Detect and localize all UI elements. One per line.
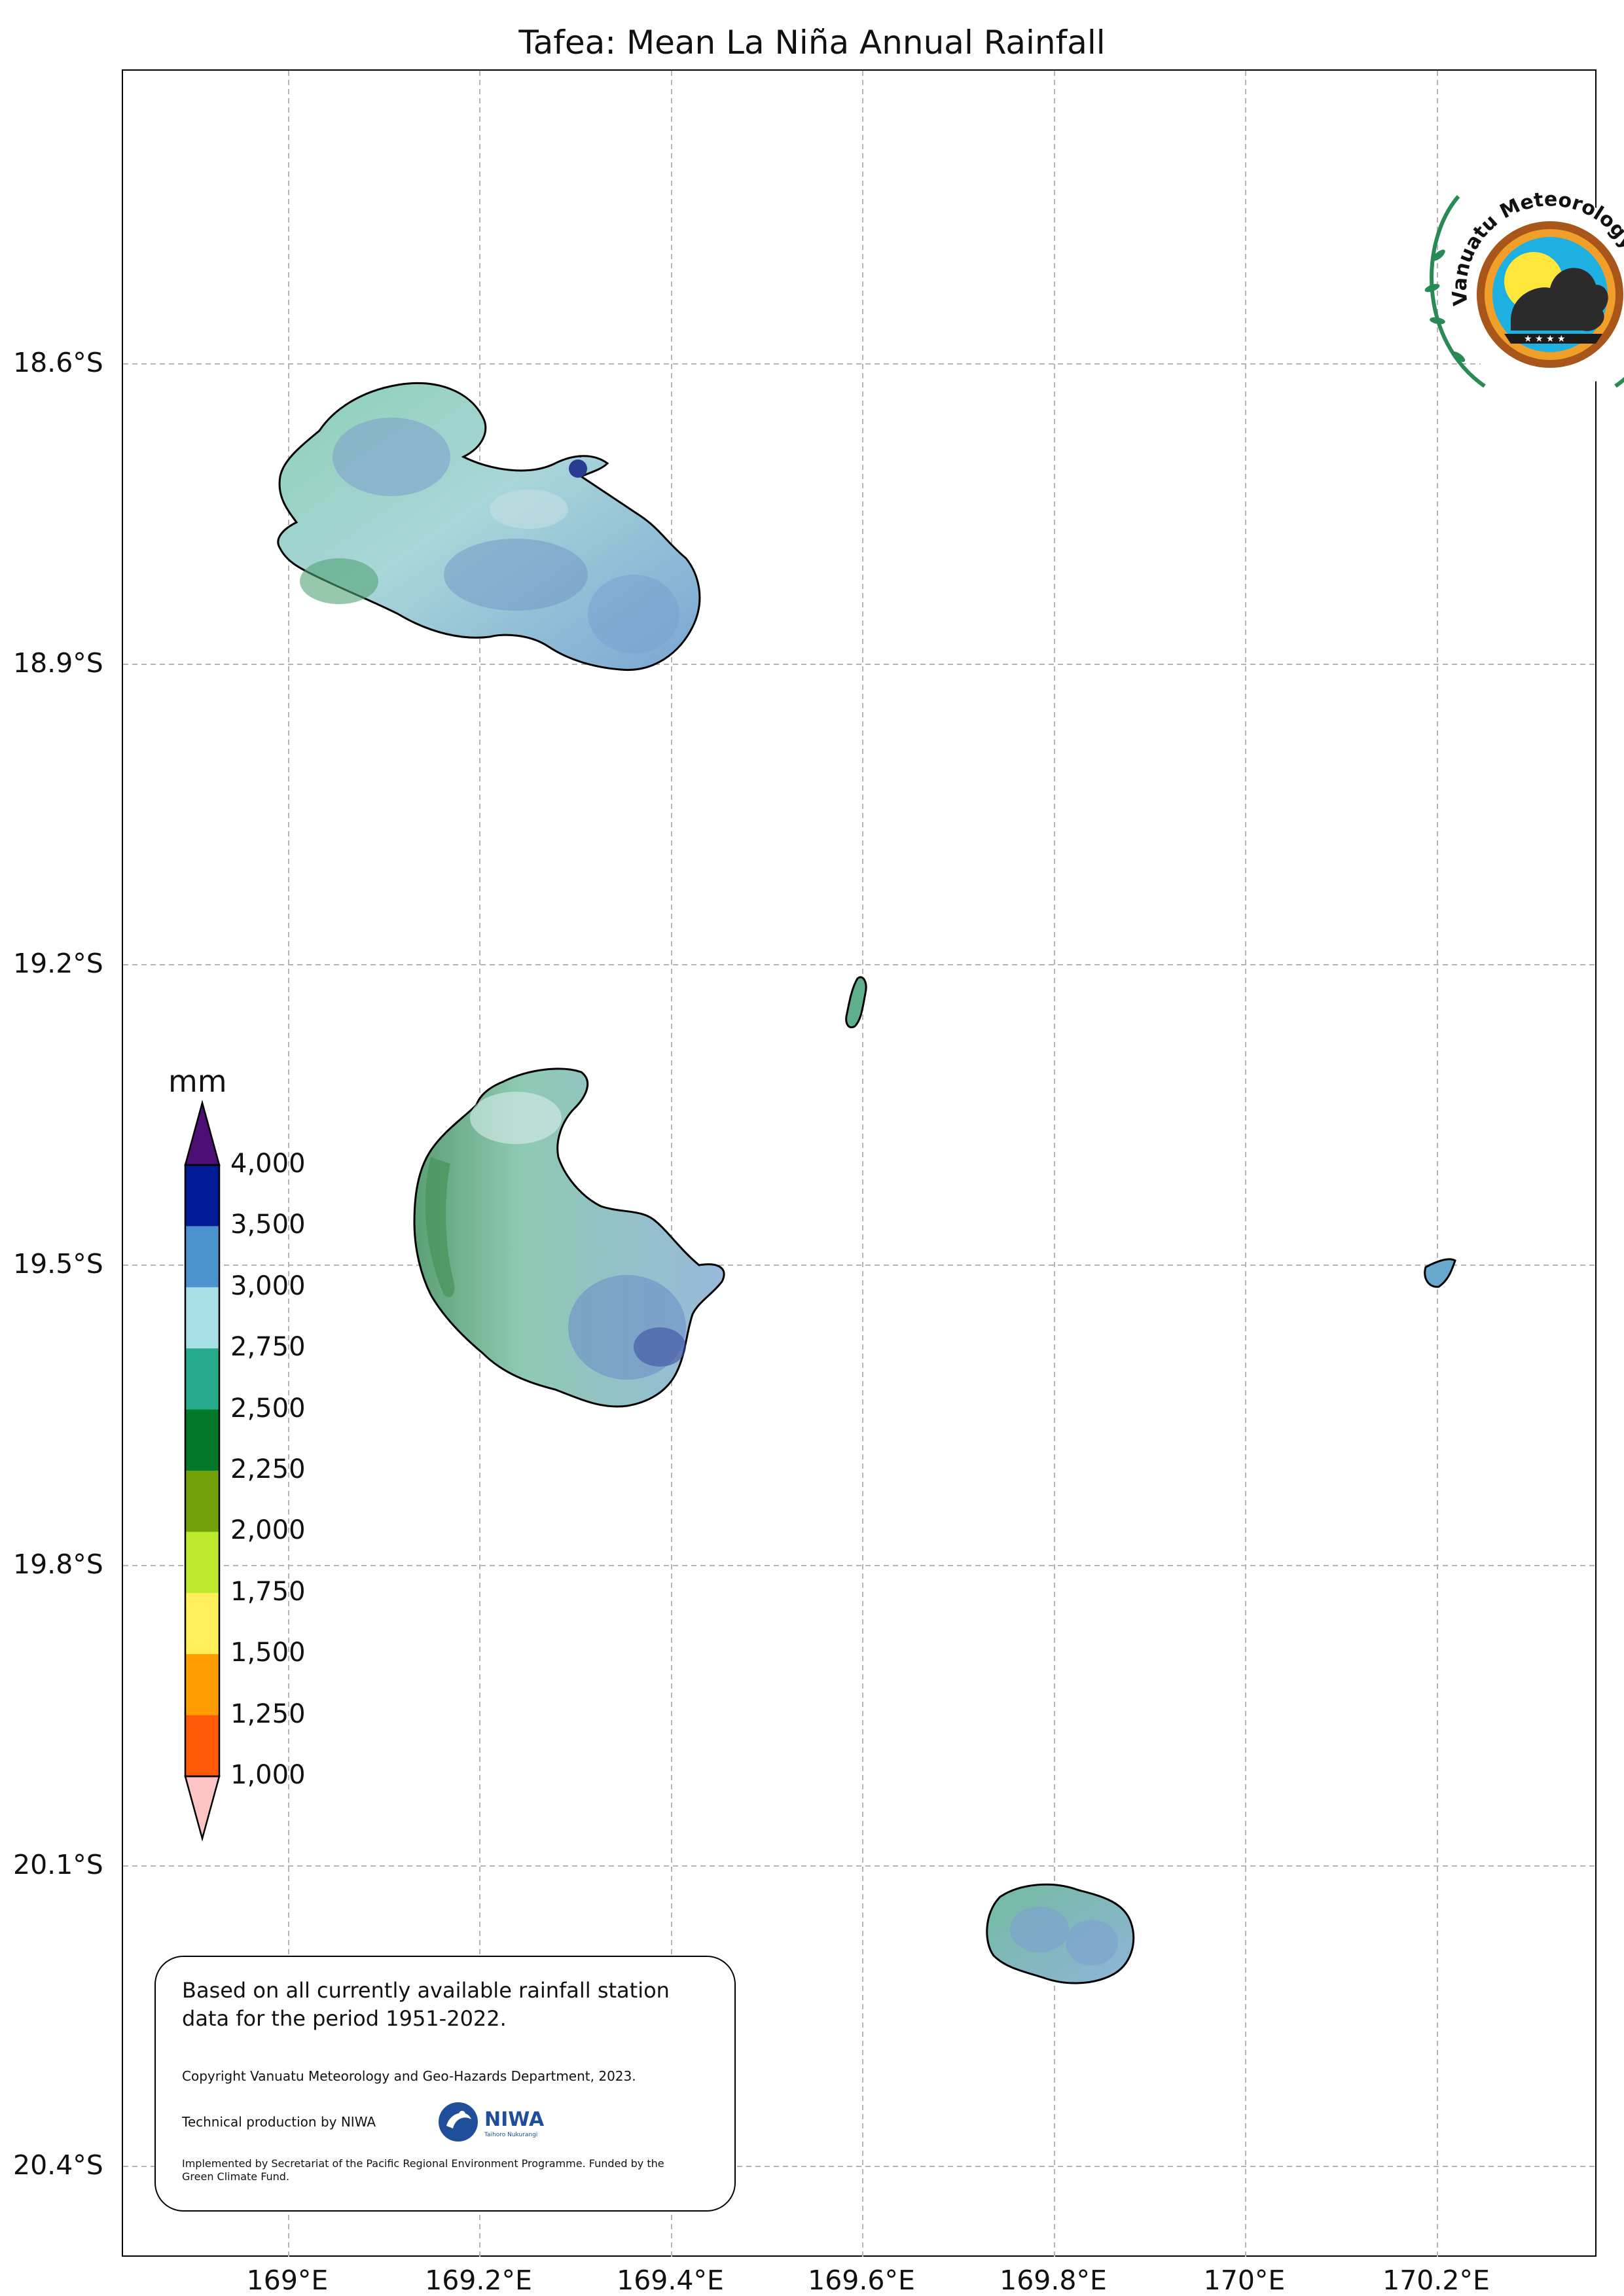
colorbar-band: [185, 1471, 219, 1532]
note-technical: Technical production by NIWA: [182, 2114, 376, 2130]
map-canvas: [123, 71, 1598, 2258]
colorbar-band: [185, 1532, 219, 1594]
lon-label-169-2: 169.2°E: [425, 2265, 532, 2296]
note-copyright: Copyright Vanuatu Meteorology and Geo-Ha…: [182, 2068, 636, 2084]
map-title: Tafea: Mean La Niña Annual Rainfall: [518, 24, 1106, 62]
vmgd-logo: ★ ★ ★ ★ Department Vanuatu Meteorology a…: [1413, 170, 1624, 393]
island-aneityum: [986, 1883, 1135, 1984]
niwa-logo: NIWA Taihoro Nukurangi: [439, 2102, 545, 2142]
colorbar-outline: [184, 1164, 221, 1778]
lat-label-18-9: 18.9°S: [13, 647, 103, 679]
svg-text:★ ★ ★ ★: ★ ★ ★ ★: [1524, 334, 1566, 344]
lat-label-19-8: 19.8°S: [13, 1549, 103, 1580]
colorbar-under-arrow: [184, 1775, 221, 1842]
colorbar-band: [185, 1409, 219, 1471]
graticule: [123, 71, 1598, 2258]
colorbar-tick-label: 1,000: [230, 1760, 306, 1790]
niwa-name: NIWA: [484, 2108, 545, 2131]
colorbar-band: [185, 1715, 219, 1777]
lon-label-170: 170°E: [1203, 2265, 1286, 2296]
colorbar-tick-label: 4,000: [230, 1149, 306, 1179]
lon-label-169-4: 169.4°E: [617, 2265, 724, 2296]
lon-label-170-2: 170.2°E: [1382, 2265, 1490, 2296]
colorbar-tick-label: 2,500: [230, 1393, 306, 1424]
islet-north: [577, 455, 581, 457]
colorbar-tick-label: 2,250: [230, 1454, 306, 1484]
colorbar-band: [185, 1165, 219, 1227]
colorbar-band: [185, 1226, 219, 1288]
colorbar-tick-label: 2,000: [230, 1515, 306, 1546]
lon-label-169: 169°E: [246, 2265, 329, 2296]
island-erromango: [277, 382, 701, 672]
island-aniwa: [845, 976, 867, 1029]
colorbar-tick-label: 3,500: [230, 1210, 306, 1240]
note-box: Based on all currently available rainfal…: [154, 1956, 736, 2212]
colorbar-over-arrow: [184, 1100, 221, 1166]
colorbar-band: [185, 1592, 219, 1655]
colorbar-band: [185, 1348, 219, 1410]
lon-label-169-6: 169.6°E: [808, 2265, 915, 2296]
note-implemented: Implemented by Secretariat of the Pacifi…: [182, 2157, 664, 2183]
colorbar-tick-label: 1,250: [230, 1698, 306, 1729]
lat-label-19-5: 19.5°S: [13, 1248, 103, 1280]
lat-label-20-1: 20.1°S: [13, 1849, 103, 1880]
island-tanna: [413, 1067, 725, 1408]
colorbar-tick-label: 1,500: [230, 1638, 306, 1668]
niwa-tagline: Taihoro Nukurangi: [484, 2132, 537, 2138]
lon-label-169-8: 169.8°E: [1000, 2265, 1107, 2296]
colorbar-tick-label: 3,000: [230, 1270, 306, 1301]
lat-label-19-2: 19.2°S: [13, 948, 103, 979]
map-frame: ★ ★ ★ ★ Department Vanuatu Meteorology a…: [122, 69, 1624, 2258]
colorbar: [184, 1100, 221, 1842]
colorbar-tick-label: 1,750: [230, 1576, 306, 1607]
note-main-text: Based on all currently available rainfal…: [182, 1978, 670, 2031]
island-futuna: [1424, 1258, 1456, 1288]
colorbar-unit: mm: [168, 1064, 227, 1099]
colorbar-band: [185, 1654, 219, 1716]
colorbar-tick-label: 2,750: [230, 1332, 306, 1363]
colorbar-band: [185, 1287, 219, 1349]
lat-label-18-6: 18.6°S: [13, 347, 103, 378]
lat-label-20-4: 20.4°S: [13, 2149, 103, 2181]
